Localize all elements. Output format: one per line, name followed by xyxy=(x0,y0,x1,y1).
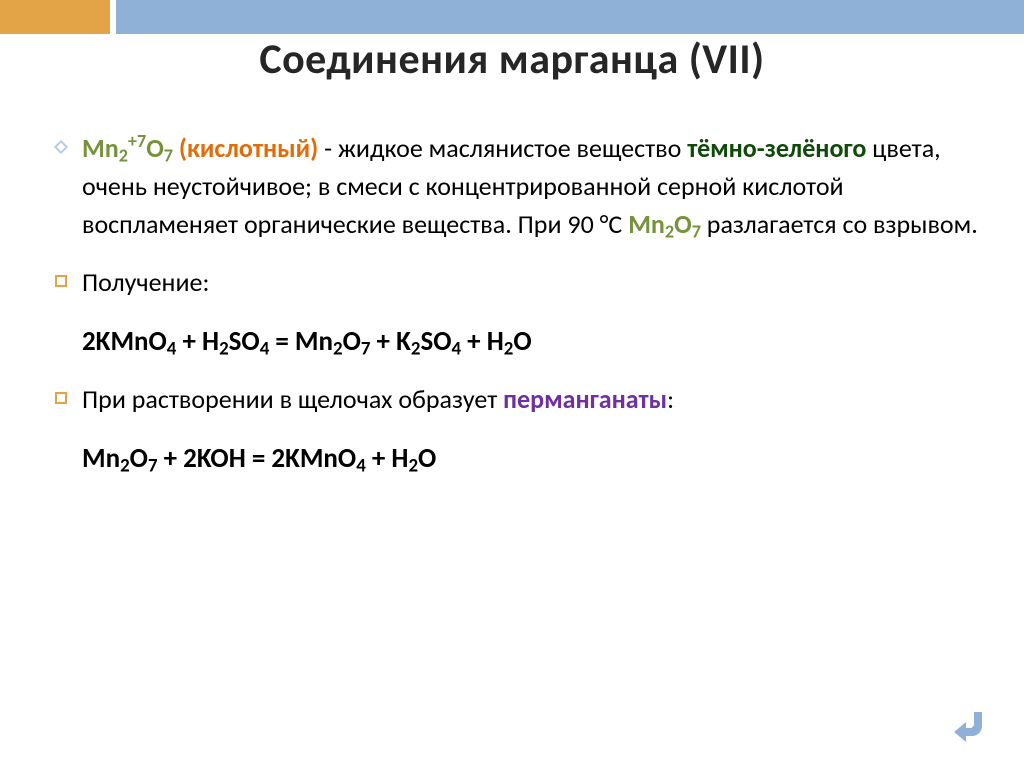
bullet-item-3: При растворении в щелочах образует перма… xyxy=(54,381,994,419)
spacer-icon xyxy=(54,332,68,346)
para-3: При растворении в щелочах образует перма… xyxy=(82,381,674,419)
header-band-main xyxy=(116,0,1024,34)
square-bullet-icon xyxy=(54,274,68,288)
bullet-item-1: Mn2+7O7 (кислотный) - жидкое маслянистое… xyxy=(54,130,994,244)
formula-mn2o7-plus7: Mn2+7O7 xyxy=(82,132,173,164)
para-2: Получение: xyxy=(82,264,209,302)
header-band-accent xyxy=(0,0,110,34)
p1-emph-darkgreen: тёмно-зелёного xyxy=(687,132,866,164)
content: Mn2+7O7 (кислотный) - жидкое маслянистое… xyxy=(54,130,994,499)
diamond-bullet-icon xyxy=(54,140,68,154)
spacer-icon xyxy=(54,449,68,463)
p1-after-paren: - жидкое маслянистое вещество xyxy=(324,132,687,164)
formula-mn2o7: Mn2O7 xyxy=(628,208,701,240)
equation-1: 2KMnO4 + H2SO4 = Mn2O7 + K2SO4 + H2O xyxy=(54,322,994,361)
p1-tail: разлагается со взрывом. xyxy=(707,208,978,240)
p3-a: При растворении в щелочах образует xyxy=(82,383,503,415)
header-band xyxy=(0,0,1024,34)
equation-2-text: Mn2O7 + 2KOH = 2KMnO4 + H2O xyxy=(82,439,436,478)
para-1: Mn2+7O7 (кислотный) - жидкое маслянистое… xyxy=(82,130,994,244)
page-title: Соединения марганца (VII) xyxy=(0,34,1024,85)
equation-2: Mn2O7 + 2KOH = 2KMnO4 + H2O xyxy=(54,439,994,478)
nav-back-button[interactable] xyxy=(952,706,998,751)
equation-1-text: 2KMnO4 + H2SO4 = Mn2O7 + K2SO4 + H2O xyxy=(82,322,532,361)
u-turn-arrow-icon xyxy=(952,706,998,746)
square-bullet-icon xyxy=(54,391,68,405)
acidity-label: (кислотный) xyxy=(179,132,318,164)
p3-emph-purple: перманганаты xyxy=(503,383,667,415)
bullet-item-2: Получение: xyxy=(54,264,994,302)
p3-c: : xyxy=(667,383,674,415)
